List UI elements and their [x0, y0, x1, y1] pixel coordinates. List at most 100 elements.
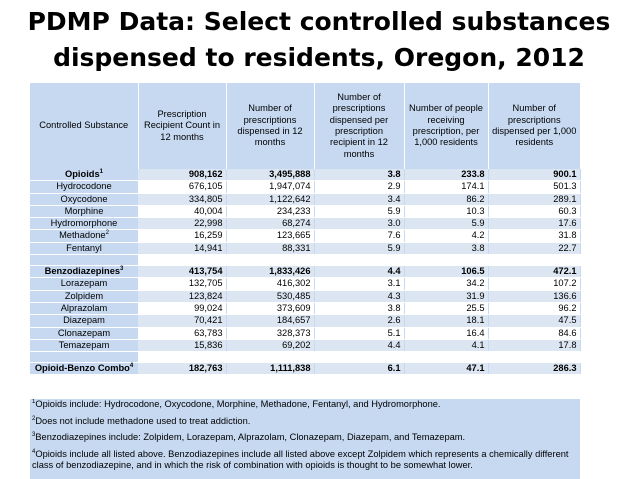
value-cell: 908,162 [138, 169, 227, 182]
col-header-prescriptions-per-1000: Number of prescriptions dispensed per 1,… [488, 83, 580, 169]
value-cell: 6.1 [314, 362, 405, 376]
substance-name: Diazepam [63, 315, 105, 326]
value-cell: 136.6 [488, 290, 581, 303]
footnote-text: Opioids include all listed above. Benzod… [32, 448, 569, 471]
value-cell: 3,495,888 [226, 169, 315, 182]
substance-name: Methadone [59, 230, 106, 241]
value-cell: 99,024 [138, 302, 227, 316]
col-header-recipient-count: Prescription Recipient Count in 12 month… [138, 83, 227, 169]
table-row: Opioids1 908,162 3,495,888 3.8 233.8 900.1 [30, 168, 581, 182]
value-cell: 86.2 [404, 193, 489, 206]
value-cell: 3.1 [314, 277, 405, 291]
table-row: Methadone2 16,259 123,665 7.6 4.2 31.8 [30, 229, 581, 243]
value-cell: 106.5 [404, 265, 489, 279]
value-cell: 286.3 [488, 362, 581, 376]
substance-name-cell: Alprazolam [30, 302, 138, 316]
value-cell: 88,331 [226, 242, 315, 256]
value-cell: 182,763 [138, 362, 227, 376]
table-row: Opioid-Benzo Combo4 182,763 1,111,838 6.1 47… [30, 362, 581, 376]
value-cell: 18.1 [404, 314, 489, 328]
table-row: Fentanyl 14,941 88,331 5.9 3.8 22.7 [30, 242, 581, 256]
substance-name: Oxycodone [60, 193, 108, 204]
substance-name: Opioids [65, 169, 100, 179]
footnote-number: 2 [32, 415, 36, 422]
substance-name: Fentanyl [66, 242, 102, 253]
value-cell: 5.1 [314, 327, 405, 340]
footnote-text: Benzodiazepines include: Zolpidem, Loraz… [35, 432, 466, 443]
value-cell: 4.4 [314, 339, 405, 353]
value-cell: 14,941 [138, 242, 227, 256]
value-cell: 17.6 [488, 217, 581, 231]
value-cell: 60.3 [488, 205, 581, 219]
table-row: Lorazepam 132,705 416,302 3.1 34.2 107.2 [30, 277, 581, 291]
substance-name-cell: Opioid-Benzo Combo4 [30, 362, 138, 376]
value-cell: 234,233 [226, 205, 315, 219]
col-header-substance: Controlled Substance [30, 83, 139, 169]
value-cell: 413,754 [138, 265, 227, 279]
value-cell: 4.3 [314, 290, 405, 303]
value-cell: 70,421 [138, 314, 227, 328]
substance-name: Opioid-Benzo Combo [34, 363, 130, 374]
footnote: 2Does not include methadone used to trea… [30, 416, 580, 428]
substance-name-cell: Benzodiazepines3 [30, 265, 138, 279]
slide-title: PDMP Data: Select controlled substances … [0, 4, 638, 76]
value-cell: 16,259 [138, 229, 227, 243]
value-cell: 96.2 [488, 302, 581, 316]
value-cell: 22,998 [138, 217, 227, 231]
col-header-per-recipient: Number of prescriptions dispensed per pr… [314, 83, 405, 169]
substance-name-cell: Diazepam [30, 314, 138, 328]
value-cell: 4.4 [314, 265, 405, 279]
col-header-people-per-1000: Number of people receiving prescription,… [404, 83, 489, 169]
substance-name: Clonazepam [57, 327, 111, 338]
value-cell: 40,004 [138, 205, 227, 219]
value-cell: 17.8 [488, 339, 581, 353]
footnote-marker: 1 [99, 168, 103, 175]
value-cell: 31.8 [488, 229, 581, 243]
substance-name-cell: Oxycodone [30, 193, 138, 206]
footnote-marker: 2 [105, 230, 109, 237]
value-cell: 47.1 [404, 362, 489, 376]
footnote-marker: 3 [120, 265, 124, 272]
substance-name-cell: Clonazepam [30, 327, 138, 340]
value-cell: 31.9 [404, 290, 489, 303]
value-cell: 1,111,838 [226, 362, 315, 376]
substance-name: Temazepam [58, 339, 110, 350]
value-cell: 184,657 [226, 314, 315, 328]
footnote-text: Does not include methadone used to treat… [35, 415, 251, 426]
value-cell: 334,805 [138, 193, 227, 206]
table-row: Clonazepam 63,783 328,373 5.1 16.4 84.6 [30, 327, 581, 340]
value-cell: 501.3 [488, 180, 581, 194]
footnote-number: 4 [32, 448, 36, 455]
substance-name-cell: Morphine [30, 205, 138, 219]
table-row: Temazepam 15,836 69,202 4.4 4.1 17.8 [30, 339, 581, 353]
table-row: Hydromorphone 22,998 68,274 3.0 5.9 17.6 [30, 217, 581, 231]
footnote-marker: 4 [129, 363, 134, 370]
table-row: Hydrocodone 676,105 1,947,074 2.9 174.1 501.3 [30, 180, 581, 194]
value-cell: 416,302 [226, 277, 315, 291]
value-cell: 5.9 [404, 217, 489, 231]
value-cell: 900.1 [488, 169, 581, 182]
value-cell: 107.2 [488, 277, 581, 291]
value-cell: 63,783 [138, 327, 227, 340]
value-cell: 84.6 [488, 327, 581, 340]
value-cell: 2.6 [314, 314, 405, 328]
substance-name: Alprazolam [60, 302, 108, 313]
value-cell: 676,105 [138, 180, 227, 194]
table-row: Morphine 40,004 234,233 5.9 10.3 60.3 [30, 205, 581, 219]
substance-name: Hydromorphone [50, 218, 118, 229]
title-line-1: PDMP Data: Select controlled substances [27, 7, 611, 36]
value-cell: 16.4 [404, 327, 489, 340]
value-cell: 3.4 [314, 193, 405, 206]
table-row: Oxycodone 334,805 1,122,642 3.4 86.2 289.1 [30, 193, 581, 206]
table-row: Alprazolam 99,024 373,609 3.8 25.5 96.2 [30, 302, 581, 316]
footnote: 3Benzodiazepines include: Zolpidem, Lora… [30, 432, 580, 444]
value-cell: 22.7 [488, 242, 581, 256]
value-cell: 69,202 [226, 339, 315, 353]
value-cell: 47.5 [488, 314, 581, 328]
table-row: Diazepam 70,421 184,657 2.6 18.1 47.5 [30, 314, 581, 328]
value-cell: 2.9 [314, 180, 405, 194]
footnote-number: 1 [32, 399, 36, 405]
table-row: Benzodiazepines3 413,754 1,833,426 4.4 106.5… [30, 265, 581, 279]
value-cell: 1,947,074 [226, 180, 315, 194]
substance-name: Zolpidem [64, 290, 104, 301]
